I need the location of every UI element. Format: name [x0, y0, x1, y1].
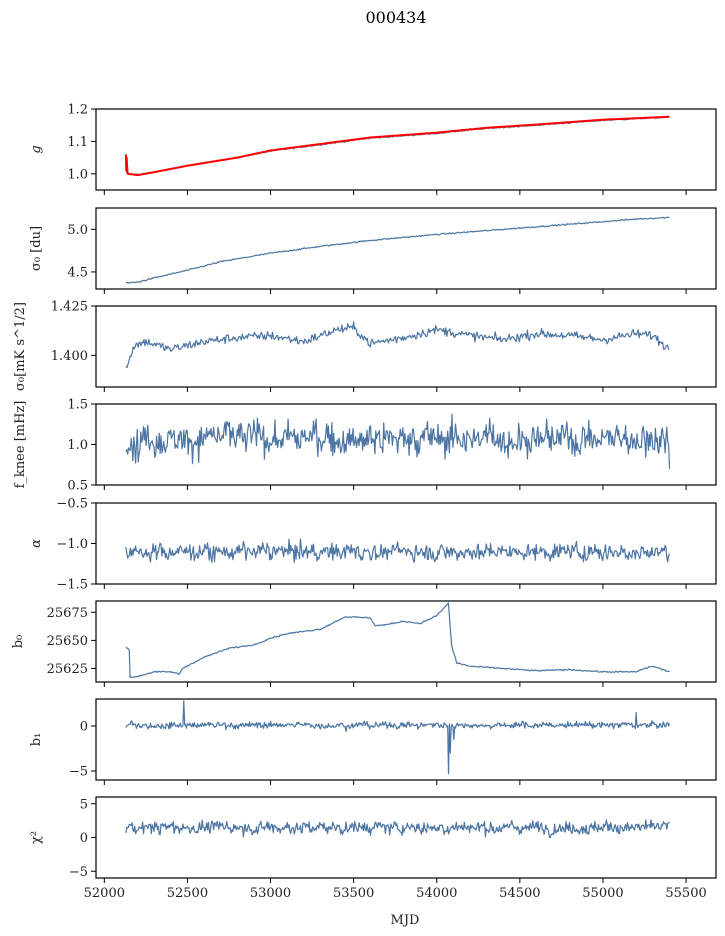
x-tick-label: 53000 [250, 886, 291, 901]
axes-frame [95, 796, 717, 879]
y-tick-label: 5.0 [67, 223, 88, 238]
x-tick-label: 55000 [582, 886, 623, 901]
y-axis-label: α [29, 539, 44, 548]
y-tick-label: 25625 [47, 662, 88, 677]
panel-alpha: −1.5 −1.0 −0.5 α [29, 497, 717, 593]
panel-chi2: −5 0 5 52000 52500 53000 53500 54000 54500 55000 5… [29, 796, 717, 901]
y-tick-label: 4.5 [67, 265, 88, 280]
panel-fknee: 0.5 1.0 1.5 f_knee [mHz] [13, 398, 717, 494]
y-tick-label: 1.0 [67, 167, 88, 182]
panel-sigma0-mk: 1.400 1.425 σ₀[mK s^1/2] [13, 300, 717, 392]
axes-frame [95, 698, 717, 781]
y-tick-label: −5 [69, 765, 88, 780]
panel-b1: −5 0 b₁ [29, 698, 717, 785]
axes-frame [95, 207, 717, 290]
y-axis-label: σ₀ [du] [29, 226, 44, 271]
subplots: 1.0 1.1 1.2 g 4.5 5.0 σ₀ [du] 1.400 1.425 σ₀[mK s… [11, 103, 717, 901]
y-tick-label: 0.5 [67, 479, 88, 494]
series-line-alpha [125, 538, 671, 564]
x-axis-label: MJD [391, 913, 420, 928]
figure-title: 000434 [365, 8, 426, 27]
x-tick-label: 52500 [167, 886, 208, 901]
y-tick-label: 25650 [47, 634, 88, 649]
y-axis-label: χ² [29, 831, 44, 844]
y-tick-label: 25675 [47, 606, 88, 621]
axes-frame [95, 600, 717, 683]
series-line-g [125, 116, 670, 176]
axes-frame [95, 502, 717, 585]
y-tick-label: 0 [80, 720, 88, 735]
y-axis-label: σ₀[mK s^1/2] [13, 302, 28, 391]
y-axis-label: g [29, 145, 44, 153]
y-axis-label: b₀ [11, 635, 26, 649]
y-tick-label: −1.0 [56, 537, 88, 552]
x-tick-label: 55500 [665, 886, 706, 901]
axes-frame [95, 108, 717, 191]
y-tick-label: 1.5 [67, 398, 88, 413]
y-tick-label: 1.1 [67, 135, 88, 150]
series-line-sigma0_du [125, 216, 670, 284]
series-line-b1 [125, 700, 671, 775]
y-tick-label: −5 [69, 865, 88, 880]
y-tick-label: −1.5 [56, 578, 88, 593]
y-tick-label: 5 [80, 797, 88, 812]
panel-sigma0-du: 4.5 5.0 σ₀ [du] [29, 207, 717, 294]
x-tick-label: 52000 [84, 886, 125, 901]
y-axis-label: b₁ [29, 733, 44, 747]
y-tick-label: 1.400 [51, 349, 88, 364]
series-line-chi2 [125, 819, 670, 839]
x-tick-label: 54000 [416, 886, 457, 901]
y-tick-label: 1.0 [67, 438, 88, 453]
x-tick-label: 54500 [499, 886, 540, 901]
y-tick-label: 1.2 [67, 103, 88, 118]
y-axis-label: f_knee [mHz] [13, 401, 28, 489]
series-line-b0 [125, 602, 670, 678]
series-line-fknee [125, 413, 671, 469]
axes-frame [95, 305, 717, 388]
panel-g: 1.0 1.1 1.2 g [29, 103, 717, 195]
y-tick-label: 1.425 [51, 300, 88, 315]
panel-b0: 25625 25650 25675 b₀ [11, 600, 717, 687]
series-line-g-model [124, 115, 670, 177]
x-tick-label: 53500 [333, 886, 374, 901]
y-tick-label: 0 [80, 831, 88, 846]
series-line-sigma0_mK [125, 321, 670, 369]
y-tick-label: −0.5 [56, 497, 88, 512]
